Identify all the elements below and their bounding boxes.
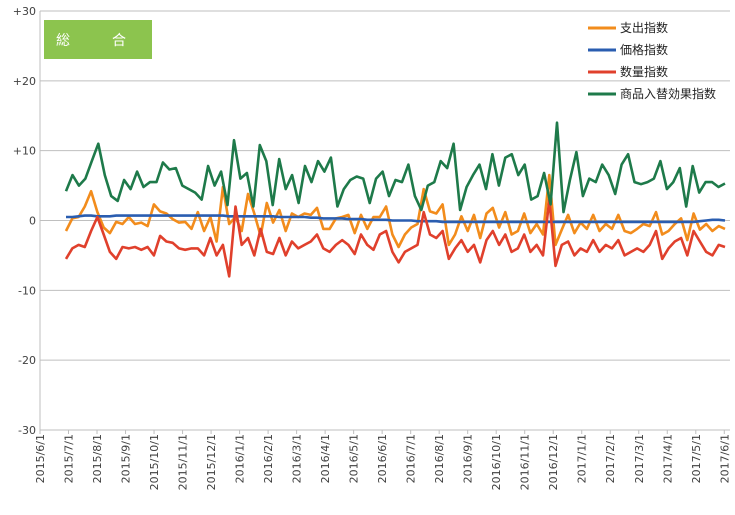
series-line-数量指数 bbox=[64, 198, 726, 278]
x-tick-labels: 2015/6/1 2015/7/1 2015/8/1 2015/9/1 2015/10/… bbox=[34, 434, 731, 490]
series-line-商品入替効果指数 bbox=[64, 121, 726, 214]
x-tick-label: 2017/3/1 bbox=[633, 434, 646, 483]
x-tick-label: 2016/9/1 bbox=[462, 434, 475, 483]
y-tick-label: -10 bbox=[18, 284, 36, 297]
legend-label: 支出指数 bbox=[620, 20, 668, 35]
series-line-支出指数 bbox=[64, 173, 726, 249]
x-tick-label: 2016/12/1 bbox=[547, 434, 560, 490]
x-tick-label: 2016/6/1 bbox=[376, 434, 389, 483]
x-tick-label: 2015/9/1 bbox=[120, 434, 133, 483]
y-tick-label: +30 bbox=[13, 5, 36, 18]
x-tick-label: 2016/4/1 bbox=[319, 434, 332, 483]
x-tick-label: 2017/6/1 bbox=[718, 434, 731, 483]
x-tick-label: 2016/7/1 bbox=[405, 434, 418, 483]
x-tick-label: 2015/11/1 bbox=[177, 434, 190, 490]
x-tick-label: 2016/10/1 bbox=[490, 434, 503, 490]
x-tick-label: 2015/7/1 bbox=[63, 434, 76, 483]
legend-label: 数量指数 bbox=[620, 64, 668, 79]
x-tick-label: 2017/5/1 bbox=[690, 434, 703, 483]
x-tick-label: 2015/10/1 bbox=[148, 434, 161, 490]
y-tick-label: +20 bbox=[13, 75, 36, 88]
x-tick-label: 2016/11/1 bbox=[519, 434, 532, 490]
x-tick-label: 2016/8/1 bbox=[433, 434, 446, 483]
y-tick-labels: +30 +20 +10 0 -10 -20 -30 bbox=[13, 5, 36, 437]
x-tick-label: 2015/6/1 bbox=[34, 434, 47, 483]
x-tick-label: 2015/8/1 bbox=[91, 434, 104, 483]
x-tick-label: 2015/12/1 bbox=[205, 434, 218, 490]
legend-label: 価格指数 bbox=[620, 42, 668, 57]
x-tick-label: 2016/5/1 bbox=[348, 434, 361, 483]
x-tick-label: 2017/4/1 bbox=[661, 434, 674, 483]
x-tick-label: 2017/2/1 bbox=[604, 434, 617, 483]
series-lines bbox=[64, 121, 726, 278]
y-tick-label: +10 bbox=[13, 145, 36, 158]
x-tick-label: 2017/1/1 bbox=[576, 434, 589, 483]
category-badge: 総 合 bbox=[44, 20, 152, 59]
y-tick-label: -20 bbox=[18, 354, 36, 367]
series-line-価格指数 bbox=[66, 214, 726, 224]
y-tick-label: 0 bbox=[29, 215, 36, 228]
legend-label: 商品入替効果指数 bbox=[620, 86, 716, 101]
gridlines bbox=[39, 10, 730, 434]
x-tick-label: 2016/2/1 bbox=[262, 434, 275, 483]
x-tick-label: 2016/3/1 bbox=[291, 434, 304, 483]
y-tick-label: -30 bbox=[18, 424, 36, 437]
x-tick-label: 2016/1/1 bbox=[234, 434, 247, 483]
